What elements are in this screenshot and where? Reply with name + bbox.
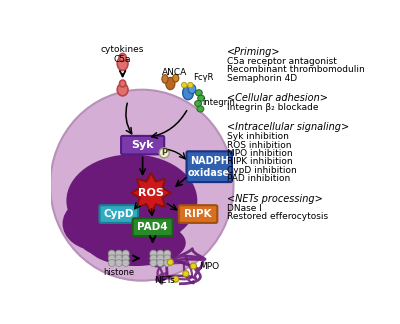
Ellipse shape (119, 53, 126, 61)
Ellipse shape (150, 260, 157, 266)
Text: DNase I: DNase I (226, 204, 262, 213)
Text: Restored efferocytosis: Restored efferocytosis (226, 212, 328, 221)
Text: RIPK inhibition: RIPK inhibition (226, 157, 292, 167)
Text: ROS inhibition: ROS inhibition (226, 141, 291, 149)
Ellipse shape (162, 75, 168, 83)
Ellipse shape (173, 74, 179, 82)
Text: Semaphorin 4D: Semaphorin 4D (226, 74, 297, 83)
Ellipse shape (66, 154, 197, 247)
FancyBboxPatch shape (133, 218, 173, 236)
Text: Integrin β₂ blockade: Integrin β₂ blockade (226, 103, 318, 112)
Ellipse shape (62, 197, 132, 251)
Ellipse shape (188, 82, 193, 88)
Text: Syk inhibition: Syk inhibition (226, 132, 288, 141)
Text: Recombinant thrombomodulin: Recombinant thrombomodulin (226, 65, 364, 74)
Text: <NETs processing>: <NETs processing> (226, 194, 322, 204)
Ellipse shape (195, 90, 202, 96)
Ellipse shape (188, 84, 196, 94)
Text: ROS: ROS (138, 188, 164, 198)
Ellipse shape (50, 90, 234, 281)
Ellipse shape (198, 95, 205, 101)
Ellipse shape (115, 260, 122, 266)
Ellipse shape (108, 255, 115, 262)
Ellipse shape (86, 220, 186, 266)
Ellipse shape (157, 255, 164, 262)
Ellipse shape (190, 263, 196, 269)
Ellipse shape (150, 250, 157, 257)
Ellipse shape (117, 84, 128, 96)
FancyBboxPatch shape (179, 205, 217, 223)
Text: PAD inhibition: PAD inhibition (226, 174, 290, 183)
Ellipse shape (173, 276, 179, 282)
Ellipse shape (159, 148, 169, 158)
Ellipse shape (115, 255, 122, 262)
Ellipse shape (167, 259, 174, 265)
Ellipse shape (195, 100, 202, 107)
Ellipse shape (183, 271, 189, 277)
Ellipse shape (166, 77, 175, 90)
Text: MPO inhibition: MPO inhibition (226, 149, 292, 158)
Ellipse shape (108, 250, 115, 257)
Text: CypD inhibition: CypD inhibition (226, 166, 296, 175)
FancyBboxPatch shape (186, 151, 232, 182)
Ellipse shape (182, 82, 187, 88)
Text: P: P (161, 148, 167, 157)
Ellipse shape (150, 255, 157, 262)
Ellipse shape (197, 106, 204, 112)
Text: MPO: MPO (200, 261, 220, 271)
Ellipse shape (115, 250, 122, 257)
Text: integrin: integrin (202, 98, 235, 107)
Ellipse shape (164, 255, 171, 262)
Text: <Cellular adhesion>: <Cellular adhesion> (226, 93, 328, 103)
Text: RIPK: RIPK (184, 209, 212, 219)
FancyBboxPatch shape (121, 136, 164, 154)
Text: PAD4: PAD4 (137, 222, 168, 232)
Ellipse shape (122, 255, 129, 262)
Text: <Priming>: <Priming> (226, 47, 280, 57)
Ellipse shape (122, 250, 129, 257)
FancyBboxPatch shape (100, 205, 138, 223)
Ellipse shape (120, 80, 126, 87)
Ellipse shape (157, 260, 164, 266)
Ellipse shape (164, 250, 171, 257)
Ellipse shape (117, 57, 128, 70)
Ellipse shape (164, 260, 171, 266)
Text: NETs: NETs (154, 276, 175, 285)
Text: cytokines
C5a: cytokines C5a (101, 45, 144, 64)
Text: FcγR: FcγR (194, 73, 214, 82)
Ellipse shape (108, 260, 115, 266)
Text: <Intracellular signaling>: <Intracellular signaling> (226, 122, 349, 132)
Text: C5a receptor antagonist: C5a receptor antagonist (226, 57, 336, 65)
Ellipse shape (122, 260, 129, 266)
Text: CypD: CypD (104, 209, 134, 219)
Polygon shape (131, 173, 171, 213)
Text: histone: histone (103, 268, 134, 277)
Text: Syk: Syk (131, 140, 154, 150)
Ellipse shape (157, 250, 164, 257)
Text: NADPH
oxidase: NADPH oxidase (188, 156, 230, 178)
Ellipse shape (78, 218, 140, 257)
Ellipse shape (183, 86, 194, 100)
Text: ANCA: ANCA (162, 68, 187, 77)
